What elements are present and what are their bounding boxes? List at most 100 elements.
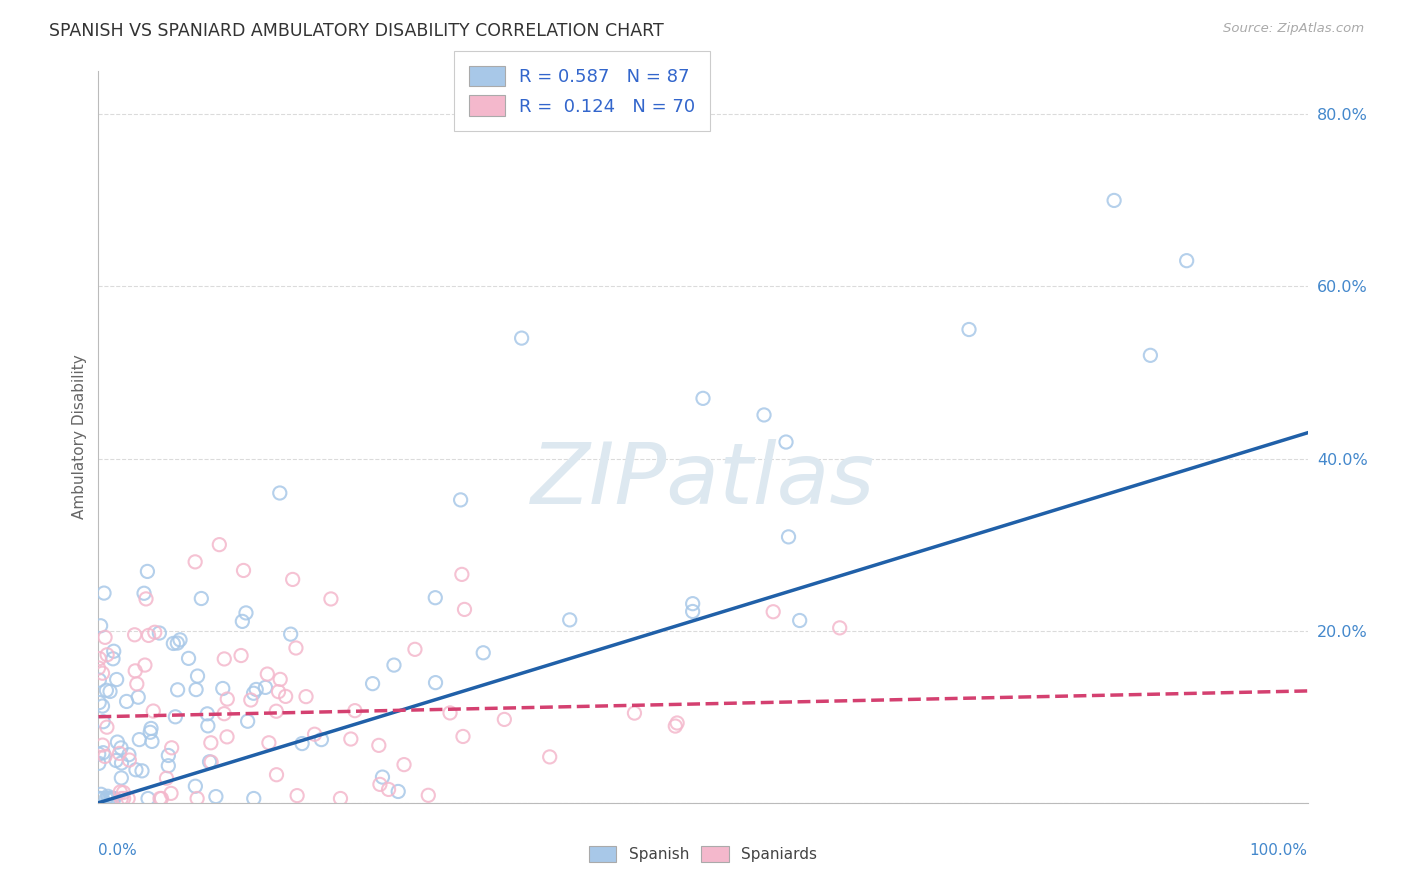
Point — [105, 735, 128, 749]
Point — [110, 756, 132, 770]
Point — [112, 791, 135, 805]
Point — [451, 730, 474, 744]
Point — [127, 690, 149, 705]
Point — [138, 628, 160, 642]
Point — [142, 704, 165, 718]
Point — [96, 683, 118, 698]
Text: ZIPatlas: ZIPatlas — [531, 440, 875, 523]
Point — [274, 690, 297, 704]
Point — [89, 791, 111, 805]
Point — [87, 756, 110, 771]
Point — [319, 591, 342, 606]
Point — [101, 791, 124, 805]
Point — [186, 669, 208, 683]
Point — [382, 658, 405, 673]
Point — [472, 646, 495, 660]
Point — [361, 676, 384, 690]
Point — [132, 586, 155, 600]
Point — [110, 791, 132, 805]
Point — [266, 768, 288, 782]
Point — [284, 640, 307, 655]
Point — [143, 625, 166, 640]
Point — [89, 791, 111, 805]
Point — [91, 699, 114, 714]
Point — [208, 538, 231, 552]
Point — [141, 734, 163, 748]
Point — [1139, 348, 1161, 362]
Point — [340, 731, 363, 746]
Point — [118, 753, 141, 767]
Point — [538, 750, 561, 764]
Point — [195, 706, 218, 721]
Point — [205, 789, 228, 804]
Point — [387, 784, 409, 798]
Point — [186, 791, 208, 805]
Text: SPANISH VS SPANIARD AMBULATORY DISABILITY CORRELATION CHART: SPANISH VS SPANIARD AMBULATORY DISABILIT… — [49, 22, 664, 40]
Point — [96, 648, 118, 662]
Point — [257, 736, 280, 750]
Point — [184, 682, 207, 697]
Point — [184, 779, 207, 793]
Point — [149, 791, 172, 805]
Point — [828, 621, 851, 635]
Point — [239, 693, 262, 707]
Point — [232, 564, 254, 578]
Point — [269, 673, 291, 687]
Point — [267, 684, 290, 698]
Point — [623, 706, 645, 720]
Point — [136, 791, 159, 805]
Point — [425, 675, 447, 690]
Point — [110, 785, 132, 799]
Point — [510, 331, 533, 345]
Point — [367, 739, 389, 753]
Point — [94, 749, 117, 764]
Point — [103, 791, 125, 805]
Point — [245, 682, 267, 697]
Point — [103, 644, 125, 658]
Point — [160, 786, 183, 800]
Point — [198, 755, 221, 769]
Point — [200, 736, 222, 750]
Point — [90, 787, 112, 801]
Point — [242, 791, 264, 805]
Point — [89, 673, 111, 687]
Point — [118, 747, 141, 762]
Point — [762, 605, 785, 619]
Point — [87, 747, 110, 761]
Point — [666, 716, 689, 731]
Point — [494, 713, 516, 727]
Point — [139, 725, 162, 739]
Point — [169, 632, 191, 647]
Point — [453, 602, 475, 616]
Point — [418, 789, 440, 803]
Point — [87, 791, 110, 805]
Point — [343, 704, 366, 718]
Point — [752, 408, 775, 422]
Point — [108, 747, 131, 761]
Point — [160, 740, 183, 755]
Point — [98, 684, 121, 698]
Text: 100.0%: 100.0% — [1250, 843, 1308, 858]
Point — [450, 492, 472, 507]
Point — [91, 666, 114, 681]
Point — [211, 681, 233, 696]
Point — [136, 565, 159, 579]
Point — [200, 755, 222, 769]
Point — [291, 737, 314, 751]
Point — [105, 754, 128, 768]
Point — [214, 652, 236, 666]
Point — [682, 597, 704, 611]
Point — [778, 530, 800, 544]
Point — [236, 714, 259, 729]
Point — [184, 555, 207, 569]
Point — [212, 706, 235, 721]
Point — [124, 664, 146, 678]
Point — [87, 791, 110, 805]
Point — [190, 591, 212, 606]
Point — [90, 619, 112, 633]
Point — [89, 651, 111, 665]
Point — [94, 631, 117, 645]
Point — [166, 636, 188, 650]
Point — [256, 667, 278, 681]
Point — [105, 673, 128, 687]
